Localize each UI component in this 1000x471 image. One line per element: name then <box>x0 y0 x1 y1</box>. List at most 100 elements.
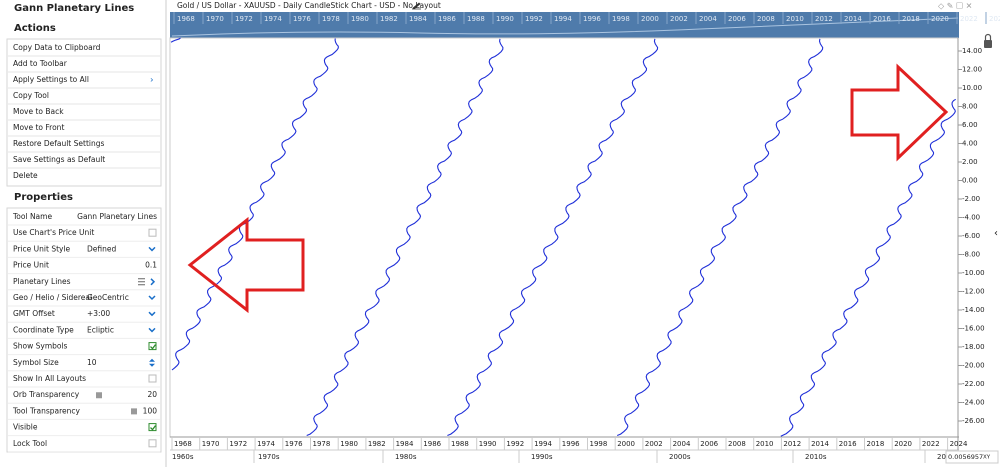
x-tick-label: 1974 <box>257 440 275 448</box>
planetary-line <box>780 98 956 437</box>
navigator-year: 2016 <box>873 15 891 23</box>
navigator-year: 1986 <box>438 15 456 23</box>
y-tick-label: -6.00 <box>962 232 980 240</box>
decade-label: 2000s <box>669 453 691 461</box>
navigator-year: 2010 <box>786 15 804 23</box>
property-value[interactable]: Ecliptic <box>87 325 114 334</box>
navigator-year: 1988 <box>467 15 485 23</box>
spinner[interactable] <box>149 358 155 367</box>
chart-title: Gold / US Dollar - XAUUSD - Daily Candle… <box>177 1 441 10</box>
edit-icon[interactable] <box>412 2 421 10</box>
lock-icon[interactable] <box>984 40 992 48</box>
checkmark <box>150 425 157 431</box>
x-tick-label: 1986 <box>423 440 441 448</box>
x-tick-label: 2008 <box>728 440 746 448</box>
collapse-toggle[interactable]: ‹ <box>994 228 998 239</box>
lock-icon <box>984 33 992 40</box>
property-label: Orb Transparency <box>13 390 80 399</box>
navigator-year: 1974 <box>264 15 282 23</box>
navigator-year: 2018 <box>902 15 920 23</box>
action-item[interactable]: Restore Default Settings <box>13 139 104 148</box>
planetary-line <box>171 38 339 371</box>
property-value[interactable]: Defined <box>87 244 116 253</box>
y-tick-label: -2.00 <box>962 195 980 203</box>
x-tick-label: 2018 <box>867 440 885 448</box>
x-tick-label: 1992 <box>506 440 524 448</box>
action-item[interactable]: Copy Data to Clipboard <box>13 43 101 52</box>
y-tick-label: -20.00 <box>962 362 985 370</box>
dropdown-arrow[interactable] <box>148 311 156 317</box>
checkbox[interactable] <box>148 439 157 448</box>
red-arrow-right <box>850 63 949 162</box>
property-label: Tool Transparency <box>12 406 81 415</box>
navigator-year: 2000 <box>641 15 659 23</box>
x-tick-label: 2012 <box>783 440 801 448</box>
navigator-year: 1968 <box>177 15 195 23</box>
y-tick-label: 6.00 <box>962 121 978 129</box>
property-label: Geo / Helio / Sidereal <box>13 293 92 302</box>
action-item[interactable]: Move to Back <box>13 107 64 116</box>
x-tick-label: 2024 <box>950 440 968 448</box>
y-tick-label: -22.00 <box>962 380 985 388</box>
chevron[interactable] <box>150 278 156 286</box>
property-value[interactable]: 100 <box>143 406 158 415</box>
action-item[interactable]: Save Settings as Default <box>13 155 105 164</box>
y-tick-label: 4.00 <box>962 140 978 148</box>
dropdown-arrow[interactable] <box>148 327 156 333</box>
panel-title: Gann Planetary Lines <box>14 3 134 14</box>
x-tick-label: 1984 <box>396 440 414 448</box>
window-controls[interactable]: ◇ ✎ ☐ ✕ <box>938 2 972 11</box>
slider-handle[interactable] <box>96 392 102 399</box>
checkbox[interactable] <box>148 342 157 351</box>
action-item[interactable]: Add to Toolbar <box>13 59 68 68</box>
checkbox[interactable] <box>148 228 157 237</box>
actions-box <box>6 38 162 187</box>
navigator-year: 1984 <box>409 15 427 23</box>
property-value[interactable]: Gann Planetary Lines <box>77 212 157 221</box>
navigator-year: 2024 <box>989 15 1000 23</box>
y-tick-label: 14.00 <box>962 47 982 55</box>
navigator-year: 1976 <box>293 15 311 23</box>
x-tick-label: 2010 <box>756 440 774 448</box>
navigator-year: 2006 <box>728 15 746 23</box>
y-tick-label: -10.00 <box>962 269 985 277</box>
scale-mode[interactable]: XY <box>983 455 991 461</box>
list-icon[interactable] <box>138 278 145 286</box>
y-tick-label: -16.00 <box>962 325 985 333</box>
slider-handle[interactable] <box>131 408 137 415</box>
property-value[interactable]: 0.1 <box>145 261 157 270</box>
action-item[interactable]: Apply Settings to All <box>13 75 89 84</box>
y-tick-label: 2.00 <box>962 158 978 166</box>
property-value[interactable]: GeoCentric <box>87 293 129 302</box>
x-tick-label: 1990 <box>479 440 497 448</box>
y-tick-label: 0.00 <box>962 177 978 185</box>
planetary-line <box>170 37 181 43</box>
navigator-year: 2012 <box>815 15 833 23</box>
y-tick-label: -8.00 <box>962 251 980 259</box>
navigator-year: 1994 <box>554 15 572 23</box>
section-heading: Actions <box>14 23 56 34</box>
property-value[interactable]: 10 <box>87 358 97 367</box>
navigator-year: 1990 <box>496 15 514 23</box>
dropdown-arrow[interactable] <box>148 246 156 252</box>
planetary-line <box>447 38 659 437</box>
action-item[interactable]: Delete <box>13 171 38 180</box>
navigator-year: 1998 <box>612 15 630 23</box>
property-value[interactable]: 20 <box>147 390 157 399</box>
x-tick-label: 1982 <box>368 440 386 448</box>
property-value[interactable]: +3:00 <box>87 309 110 318</box>
x-tick-label: 2006 <box>700 440 718 448</box>
dropdown-arrow[interactable] <box>148 295 156 301</box>
checkbox[interactable] <box>148 423 157 432</box>
y-tick-label: -14.00 <box>962 306 985 314</box>
action-item[interactable]: Move to Front <box>13 123 64 132</box>
chevron: › <box>150 76 154 86</box>
property-label: Price Unit <box>13 261 49 270</box>
checkbox[interactable] <box>148 374 157 383</box>
x-tick-label: 1998 <box>590 440 608 448</box>
x-tick-label: 2002 <box>645 440 663 448</box>
action-item[interactable]: Copy Tool <box>13 91 49 100</box>
decade-label: 2010s <box>805 453 827 461</box>
